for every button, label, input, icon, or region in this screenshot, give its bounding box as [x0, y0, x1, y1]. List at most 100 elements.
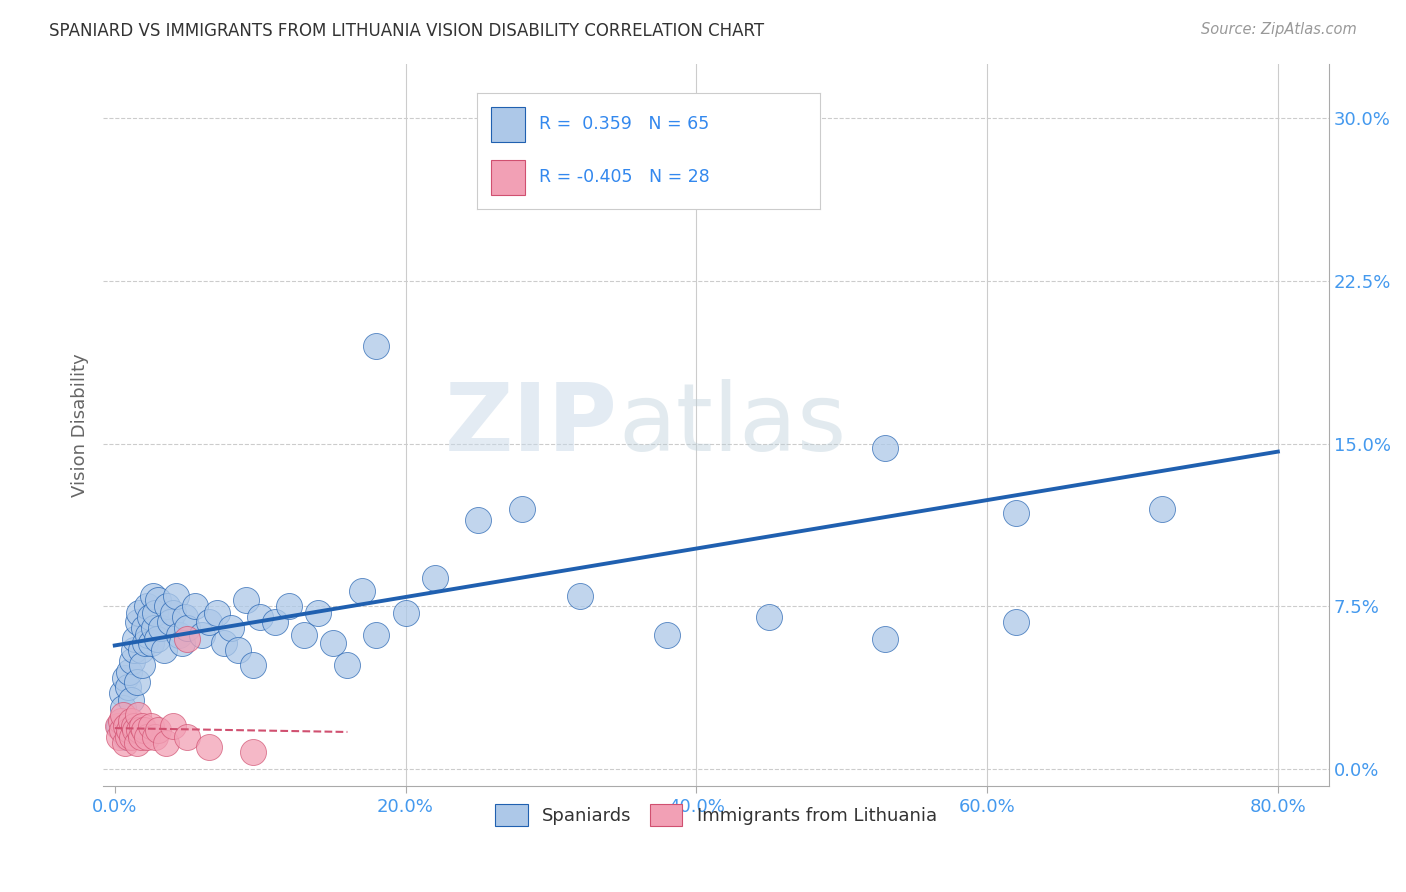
Point: [148, 723, 170, 737]
Point: [111, 686, 134, 700]
Point: [114, 671, 136, 685]
Point: [198, 740, 221, 755]
Point: [278, 599, 301, 614]
Point: [145, 606, 167, 620]
Point: [129, 730, 152, 744]
Point: [139, 719, 162, 733]
Point: [758, 610, 780, 624]
Point: [145, 730, 167, 744]
Point: [117, 680, 139, 694]
Point: [336, 658, 359, 673]
Point: [205, 606, 228, 620]
Point: [162, 606, 184, 620]
Point: [112, 701, 135, 715]
Point: [122, 719, 145, 733]
Point: [122, 642, 145, 657]
Point: [350, 584, 373, 599]
Point: [366, 627, 388, 641]
Point: [191, 627, 214, 641]
Point: [467, 513, 489, 527]
Legend: Spaniards, Immigrants from Lithuania: Spaniards, Immigrants from Lithuania: [486, 795, 946, 835]
Point: [423, 571, 446, 585]
Point: [307, 606, 329, 620]
Point: [110, 714, 132, 729]
Point: [657, 627, 679, 641]
Point: [1005, 615, 1028, 629]
Point: [129, 642, 152, 657]
Point: [143, 621, 166, 635]
Point: [127, 615, 149, 629]
Point: [167, 627, 190, 641]
Point: [128, 723, 150, 737]
Point: [139, 636, 162, 650]
Point: [125, 675, 148, 690]
Point: [714, 165, 737, 179]
Point: [366, 339, 388, 353]
Point: [108, 719, 131, 733]
Point: [128, 606, 150, 620]
Point: [394, 606, 416, 620]
Point: [124, 632, 146, 646]
Point: [249, 610, 271, 624]
Point: [569, 589, 592, 603]
Point: [322, 636, 344, 650]
Point: [153, 642, 176, 657]
Point: [198, 615, 221, 629]
Y-axis label: Vision Disability: Vision Disability: [72, 353, 89, 497]
Point: [176, 730, 198, 744]
Point: [121, 654, 143, 668]
Point: [228, 642, 250, 657]
Text: SPANIARD VS IMMIGRANTS FROM LITHUANIA VISION DISABILITY CORRELATION CHART: SPANIARD VS IMMIGRANTS FROM LITHUANIA VI…: [49, 22, 765, 40]
Point: [875, 441, 897, 455]
Point: [242, 658, 264, 673]
Point: [155, 736, 177, 750]
Point: [112, 707, 135, 722]
Point: [118, 723, 141, 737]
Point: [1005, 506, 1028, 520]
Point: [176, 621, 198, 635]
Point: [162, 719, 184, 733]
Point: [120, 692, 142, 706]
Point: [125, 736, 148, 750]
Text: atlas: atlas: [617, 379, 846, 471]
Point: [115, 719, 138, 733]
Point: [142, 589, 165, 603]
Point: [292, 627, 315, 641]
Point: [150, 621, 173, 635]
Point: [148, 593, 170, 607]
Point: [173, 610, 195, 624]
Point: [117, 730, 139, 744]
Point: [107, 719, 129, 733]
Point: [118, 665, 141, 679]
Point: [120, 714, 142, 729]
Point: [131, 719, 153, 733]
Point: [136, 627, 159, 641]
Point: [115, 730, 138, 744]
Point: [132, 621, 155, 635]
Point: [159, 615, 181, 629]
Point: [165, 589, 187, 603]
Point: [1150, 501, 1173, 516]
Point: [242, 745, 264, 759]
Point: [263, 615, 285, 629]
Point: [183, 599, 205, 614]
Point: [235, 593, 257, 607]
Point: [111, 723, 134, 737]
Text: ZIP: ZIP: [446, 379, 617, 471]
Point: [134, 636, 156, 650]
Point: [170, 636, 193, 650]
Point: [212, 636, 235, 650]
Point: [176, 632, 198, 646]
Point: [146, 632, 169, 646]
Point: [121, 730, 143, 744]
Point: [510, 501, 533, 516]
Point: [138, 610, 160, 624]
Text: Source: ZipAtlas.com: Source: ZipAtlas.com: [1201, 22, 1357, 37]
Point: [875, 632, 897, 646]
Point: [156, 599, 179, 614]
Point: [132, 723, 155, 737]
Point: [135, 730, 157, 744]
Point: [108, 730, 131, 744]
Point: [219, 621, 242, 635]
Point: [114, 736, 136, 750]
